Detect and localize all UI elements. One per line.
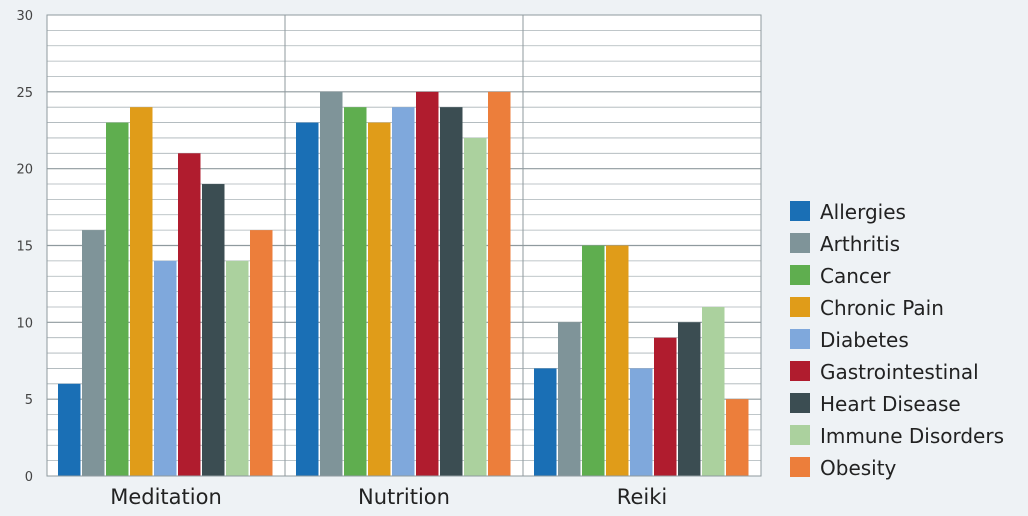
bar-diabetes-reiki bbox=[630, 368, 653, 476]
bar-obesity-nutrition bbox=[488, 91, 511, 476]
legend-label: Immune Disorders bbox=[820, 424, 1004, 448]
bar-cancer-reiki bbox=[582, 245, 605, 476]
bar-allergies-meditation bbox=[58, 383, 81, 476]
bar-gastrointestinal-meditation bbox=[178, 153, 201, 477]
x-tick-label: Nutrition bbox=[358, 485, 450, 509]
bar-diabetes-meditation bbox=[154, 260, 177, 476]
bar-allergies-nutrition bbox=[296, 122, 319, 477]
legend-label: Gastrointestinal bbox=[820, 360, 979, 384]
legend-label: Arthritis bbox=[820, 232, 900, 256]
bar-gastrointestinal-reiki bbox=[654, 337, 677, 476]
legend-label: Diabetes bbox=[820, 328, 909, 352]
y-tick-label: 25 bbox=[16, 86, 33, 101]
bar-immune-disorders-nutrition bbox=[464, 137, 487, 476]
legend-swatch bbox=[790, 265, 810, 285]
legend-label: Chronic Pain bbox=[820, 296, 944, 320]
legend-swatch bbox=[790, 233, 810, 253]
y-tick-label: 5 bbox=[25, 393, 33, 408]
bar-cancer-meditation bbox=[106, 122, 129, 477]
legend-swatch bbox=[790, 361, 810, 381]
legend-label: Obesity bbox=[820, 456, 897, 480]
bar-arthritis-meditation bbox=[82, 230, 105, 476]
y-tick-label: 15 bbox=[16, 240, 33, 255]
bar-chronic-pain-meditation bbox=[130, 107, 153, 476]
bar-obesity-reiki bbox=[726, 399, 749, 476]
x-tick-label: Reiki bbox=[617, 485, 667, 509]
bar-allergies-reiki bbox=[534, 368, 557, 476]
bar-immune-disorders-meditation bbox=[226, 260, 249, 476]
legend-swatch bbox=[790, 393, 810, 413]
axes: Meditation Nutrition Reiki 0 5 10 15 20 25 30 bbox=[16, 9, 762, 509]
bar-gastrointestinal-nutrition bbox=[416, 91, 439, 476]
bar-heart-disease-reiki bbox=[678, 322, 701, 476]
x-tick-label: Meditation bbox=[110, 485, 222, 509]
y-tick-label: 10 bbox=[16, 316, 33, 331]
bar-diabetes-nutrition bbox=[392, 107, 415, 476]
bar-heart-disease-meditation bbox=[202, 184, 225, 477]
bar-chronic-pain-reiki bbox=[606, 245, 629, 476]
bar-heart-disease-nutrition bbox=[440, 107, 463, 476]
y-tick-label: 30 bbox=[16, 9, 33, 24]
legend-label: Heart Disease bbox=[820, 392, 961, 416]
bar-immune-disorders-reiki bbox=[702, 306, 725, 476]
legend-label: Allergies bbox=[820, 200, 906, 224]
bar-cancer-nutrition bbox=[344, 107, 367, 476]
bar-chronic-pain-nutrition bbox=[368, 122, 391, 477]
legend-swatch bbox=[790, 457, 810, 477]
legend-swatch bbox=[790, 329, 810, 349]
legend: Allergies Arthritis Cancer Chronic Pain Diab… bbox=[790, 200, 1004, 480]
legend-swatch bbox=[790, 297, 810, 317]
bar-arthritis-reiki bbox=[558, 322, 581, 476]
legend-label: Cancer bbox=[820, 264, 891, 288]
bars bbox=[58, 91, 749, 477]
legend-swatch bbox=[790, 425, 810, 445]
legend-swatch bbox=[790, 201, 810, 221]
bar-obesity-meditation bbox=[250, 230, 273, 476]
plot-frame bbox=[46, 14, 762, 477]
y-tick-label: 0 bbox=[25, 470, 33, 485]
y-tick-label: 20 bbox=[16, 163, 33, 178]
bar-arthritis-nutrition bbox=[320, 91, 343, 476]
